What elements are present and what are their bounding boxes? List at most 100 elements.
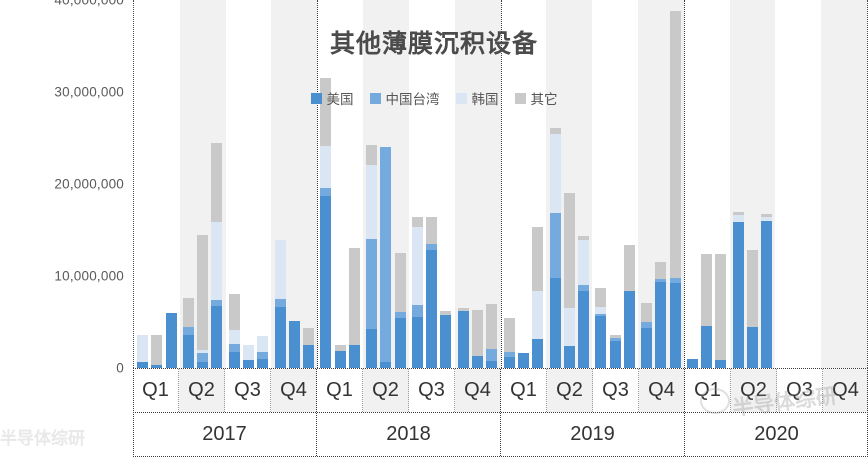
stacked-bar[interactable]: [701, 253, 713, 368]
bar-segment-kr: [211, 221, 223, 300]
quarter-bar-group: [546, 0, 592, 368]
bar-segment-us: [394, 318, 406, 368]
bar-segment-kr: [549, 134, 561, 213]
stacked-bar[interactable]: [320, 78, 332, 368]
bar-segment-us: [549, 277, 561, 368]
bar-segment-us: [334, 351, 346, 368]
stacked-bar[interactable]: [394, 253, 406, 368]
x-axis-year-cell: 2019: [501, 413, 685, 456]
bar-segment-ot: [426, 217, 438, 244]
bar-segment-us: [503, 356, 515, 368]
bar-segment-ot: [197, 234, 209, 350]
stacked-bar[interactable]: [563, 193, 575, 368]
x-axis-quarter-cell: Q1: [685, 369, 731, 412]
stacked-bar[interactable]: [197, 234, 209, 368]
stacked-bar[interactable]: [151, 334, 163, 368]
stacked-bar[interactable]: [669, 11, 681, 368]
stacked-bar[interactable]: [761, 214, 773, 368]
stacked-bar[interactable]: [334, 345, 346, 368]
bar-segment-ot: [366, 145, 378, 165]
stacked-bar[interactable]: [380, 147, 392, 368]
bar-segment-ot: [320, 78, 332, 147]
bar-segment-ot: [577, 236, 589, 241]
stacked-bar[interactable]: [503, 318, 515, 368]
bar-segment-ot: [623, 244, 635, 291]
bar-segment-us: [669, 283, 681, 368]
bar-segment-kr: [732, 215, 744, 222]
legend-label: 中国台湾: [385, 92, 440, 107]
bar-segment-ot: [761, 214, 773, 218]
bar-segment-ot: [595, 287, 607, 308]
y-axis: 0 10,000,000 20,000,000 30,000,000 40,000,00…: [0, 0, 124, 457]
stacked-bar[interactable]: [549, 127, 561, 368]
bar-segment-us: [320, 195, 332, 368]
stacked-bar[interactable]: [641, 302, 653, 368]
stacked-bar[interactable]: [288, 321, 300, 368]
stacked-bar[interactable]: [472, 310, 484, 368]
stacked-bar[interactable]: [532, 227, 544, 368]
x-axis-year-cell: 2018: [317, 413, 501, 456]
stacked-bar[interactable]: [165, 312, 177, 368]
stacked-bar[interactable]: [440, 310, 452, 368]
bar-segment-tw: [274, 299, 286, 308]
quarter-bar-group: [226, 0, 272, 368]
legend-item-us[interactable]: 美国: [310, 88, 354, 108]
bar-segment-tw: [380, 147, 392, 362]
year-separator: [500, 0, 502, 368]
stacked-bar[interactable]: [211, 142, 223, 368]
stacked-bar[interactable]: [595, 287, 607, 368]
bar-segment-us: [732, 221, 744, 368]
x-axis-quarter-cell: Q4: [823, 369, 868, 412]
stacked-bar[interactable]: [366, 145, 378, 368]
stacked-bar[interactable]: [412, 217, 424, 368]
y-axis-tick-label: 10,000,000: [54, 268, 124, 284]
bar-segment-tw: [641, 322, 653, 329]
bar-segment-ot: [440, 310, 452, 315]
stacked-bar[interactable]: [577, 236, 589, 368]
stacked-bar[interactable]: [303, 327, 315, 368]
legend-item-ot[interactable]: 其它: [514, 88, 558, 108]
stacked-bar[interactable]: [426, 217, 438, 368]
stacked-bar[interactable]: [257, 335, 269, 368]
bar-segment-tw: [486, 348, 498, 361]
stacked-bar[interactable]: [732, 211, 744, 368]
bar-segment-us: [274, 307, 286, 368]
bar-segment-tw: [228, 344, 240, 353]
stacked-bar[interactable]: [274, 240, 286, 368]
stacked-bar[interactable]: [623, 244, 635, 368]
bar-segment-us: [486, 360, 498, 368]
x-axis-quarter-cell: Q1: [501, 369, 547, 412]
bar-segment-ot: [701, 253, 713, 326]
stacked-bar[interactable]: [746, 250, 758, 368]
bar-segment-ot: [211, 142, 223, 222]
bar-segment-kr: [595, 307, 607, 314]
stacked-bar[interactable]: [715, 253, 727, 368]
stacked-bar[interactable]: [686, 358, 698, 368]
stacked-bar[interactable]: [243, 345, 255, 368]
stacked-bar[interactable]: [517, 353, 529, 368]
bar-segment-kr: [577, 240, 589, 286]
stacked-bar[interactable]: [137, 334, 149, 368]
bar-segment-us: [623, 290, 635, 368]
x-axis-year-cell: 2017: [133, 413, 317, 456]
stacked-bar[interactable]: [183, 298, 195, 368]
bar-segment-ot: [549, 127, 561, 135]
stacked-bar[interactable]: [457, 308, 469, 368]
legend-item-kr[interactable]: 韩国: [455, 88, 499, 108]
stacked-bar[interactable]: [486, 303, 498, 368]
stacked-bar[interactable]: [348, 248, 360, 368]
year-separators: [134, 0, 867, 368]
year-separator: [317, 0, 319, 368]
quarter-bar-group: [730, 0, 776, 368]
x-axis-quarter-cell: Q2: [547, 369, 593, 412]
quarter-bar-group: [455, 0, 501, 368]
bar-segment-us: [228, 352, 240, 368]
bar-segment-kr: [320, 146, 332, 188]
stacked-bar[interactable]: [228, 293, 240, 368]
stacked-bar[interactable]: [609, 334, 621, 368]
bar-segment-ot: [609, 334, 621, 338]
stacked-bar[interactable]: [655, 262, 667, 368]
bar-segment-kr: [197, 349, 209, 354]
legend-item-tw[interactable]: 中国台湾: [369, 88, 440, 108]
bar-segment-ot: [183, 298, 195, 327]
